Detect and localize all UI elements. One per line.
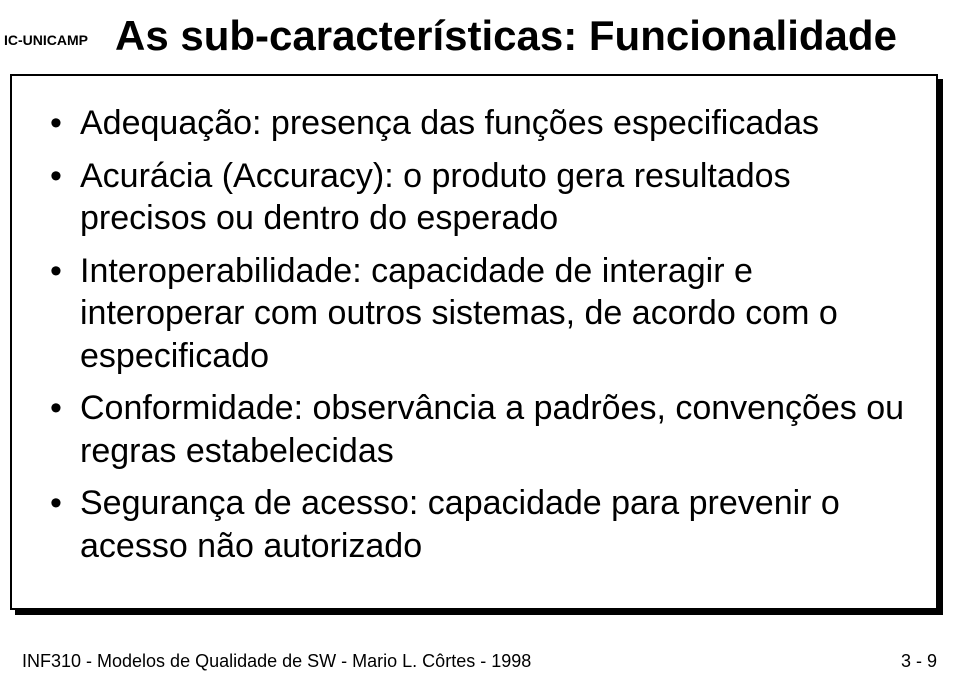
footer-left-text: INF310 - Modelos de Qualidade de SW - Ma… <box>22 651 531 672</box>
content-box: Adequação: presença das funções especifi… <box>10 74 938 610</box>
logo-label: IC-UNICAMP <box>4 32 88 48</box>
footer: INF310 - Modelos de Qualidade de SW - Ma… <box>22 651 937 672</box>
bullet-item: Conformidade: observância a padrões, con… <box>50 387 908 472</box>
bullet-item: Segurança de acesso: capacidade para pre… <box>50 482 908 567</box>
slide-title: As sub-características: Funcionalidade <box>115 12 897 60</box>
bullet-list: Adequação: presença das funções especifi… <box>50 102 908 567</box>
footer-page-number: 3 - 9 <box>901 651 937 672</box>
bullet-item: Interoperabilidade: capacidade de intera… <box>50 250 908 378</box>
bullet-item: Acurácia (Accuracy): o produto gera resu… <box>50 155 908 240</box>
bullet-item: Adequação: presença das funções especifi… <box>50 102 908 145</box>
